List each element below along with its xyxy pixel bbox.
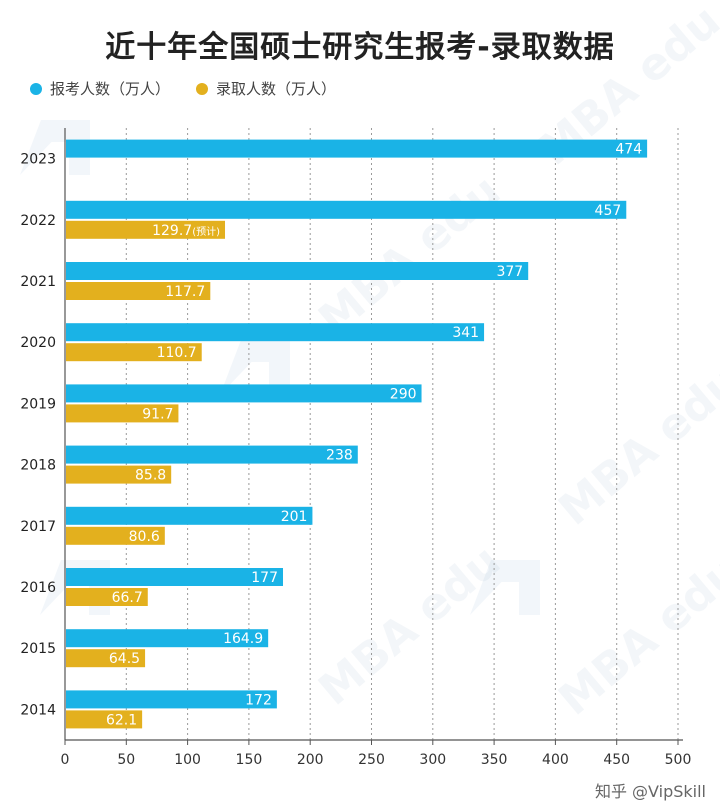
y-tick-label: 2021 [20,274,56,290]
data-label: 117.7 [165,284,205,300]
legend-swatch-applicants [30,82,42,95]
bar-applicants [66,384,422,403]
data-label: 64.5 [109,651,140,667]
data-label: 341 [452,325,479,341]
data-label: 290 [390,386,417,402]
y-tick-label: 2022 [20,213,56,229]
data-label: 62.1 [106,712,137,728]
bar-admitted [66,404,179,423]
legend-item-applicants: 报考人数（万人） [30,78,170,99]
legend-swatch-admitted [196,82,209,95]
legend-label-admitted: 录取人数（万人） [216,80,337,98]
legend-label-applicants: 报考人数（万人） [50,80,171,98]
chart-title: 近十年全国硕士研究生报考-录取数据 [105,30,615,65]
bar-admitted [66,220,226,239]
x-tick-label: 500 [665,752,692,768]
x-tick-label: 450 [603,752,630,768]
data-label: 177 [251,570,278,586]
data-label: 238 [326,448,353,464]
data-label: 85.8 [135,468,166,484]
y-tick-label: 2015 [20,641,56,657]
bar-applicants [66,139,648,158]
x-tick-label: 400 [542,752,569,768]
x-tick-label: 300 [419,752,446,768]
bar-admitted [66,282,211,300]
data-label: 474 [615,142,642,158]
x-tick-label: 250 [358,752,385,768]
data-label: 172 [245,692,272,708]
bar-admitted [66,526,165,545]
bar-admitted [66,588,148,606]
bar-applicants [66,568,284,586]
x-tick-label: 100 [174,752,201,768]
data-label: 164.9 [223,631,263,647]
bar-applicants [66,690,277,709]
legend-item-admitted: 录取人数（万人） [196,78,336,99]
bar-applicants [66,323,485,342]
y-tick-label: 2020 [20,335,56,351]
bar-applicants [66,506,313,525]
data-label: 377 [496,264,523,280]
y-tick-label: 2023 [20,152,56,168]
bar-admitted [66,710,143,729]
data-label: 66.7 [112,590,143,606]
y-tick-label: 2014 [20,702,56,718]
data-label: 129.7(预计) [152,223,220,239]
bar-applicants [66,200,627,219]
y-tick-label: 2019 [20,396,56,412]
x-tick-label: 350 [481,752,508,768]
bar-admitted [66,649,146,668]
data-label: 80.6 [129,529,160,545]
x-tick-label: 200 [297,752,324,768]
legend: 报考人数（万人） 录取人数（万人） [30,78,336,99]
data-label: 201 [281,509,308,525]
bar-applicants [66,629,269,648]
bar-admitted [66,343,202,362]
x-tick-label: 150 [236,752,263,768]
y-tick-label: 2017 [20,519,56,535]
bar-admitted [66,465,172,484]
bar-applicants [66,262,529,280]
data-label: 91.7 [142,406,173,422]
x-tick-label: 50 [117,752,135,768]
y-tick-label: 2016 [20,580,56,596]
data-label: 110.7 [157,345,197,361]
x-tick-label: 0 [61,752,70,768]
data-label: 457 [595,203,622,219]
bar-applicants [66,445,358,464]
y-tick-label: 2018 [20,458,56,474]
credit-label: 知乎 @VipSkill [594,782,706,801]
